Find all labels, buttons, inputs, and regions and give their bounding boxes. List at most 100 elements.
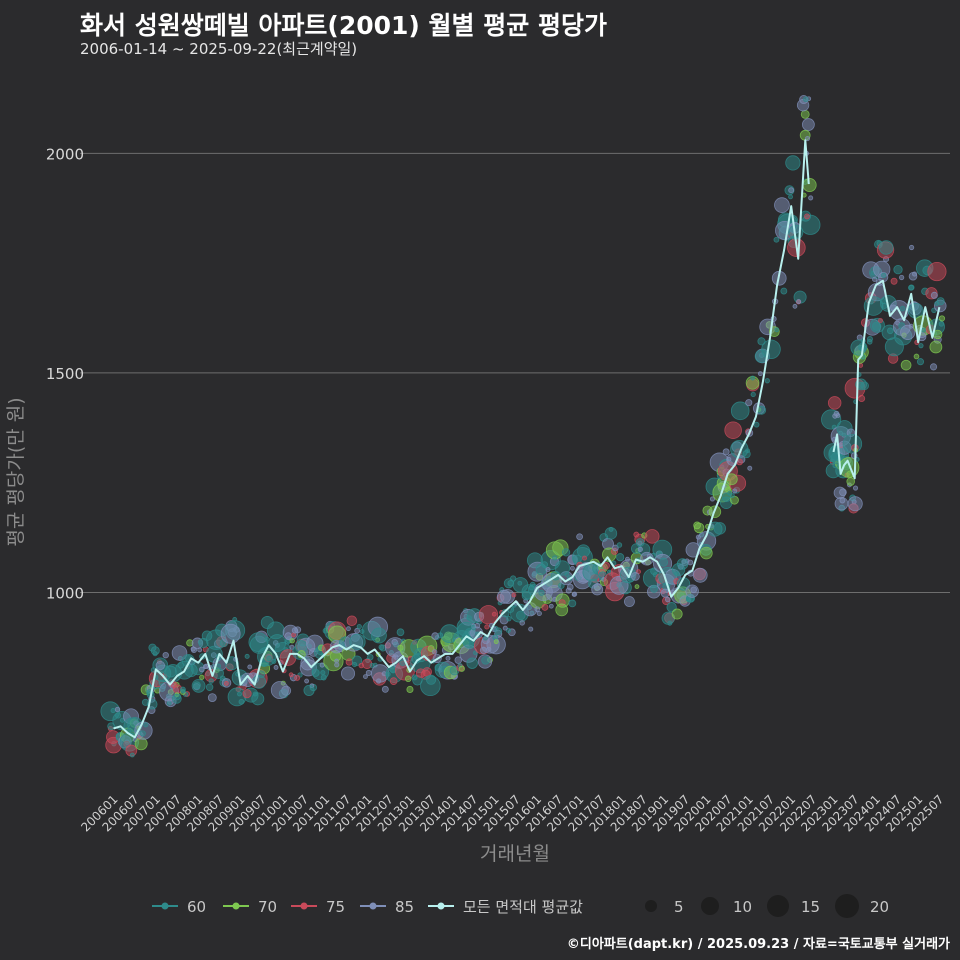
scatter-point-85	[722, 448, 730, 456]
scatter-point-85	[912, 271, 918, 277]
scatter-point-85	[909, 244, 915, 251]
scatter-point-85	[834, 496, 849, 511]
scatter-point-60	[674, 571, 680, 577]
scatter-point-60	[554, 560, 571, 576]
scatter-point-85	[774, 197, 790, 213]
scatter-point-60	[371, 627, 387, 644]
scatter-point-85	[930, 291, 938, 299]
scatter-point-75	[291, 632, 297, 638]
scatter-point-75	[491, 611, 497, 617]
scatter-point-70	[406, 685, 414, 693]
y-tick-labels: 1000 1500 2000	[46, 145, 84, 602]
scatter-point-60	[320, 674, 327, 681]
scatter-point-60	[166, 700, 172, 706]
scatter-point-60	[893, 265, 903, 275]
scatter-point-70	[634, 584, 640, 590]
x-tick-labels: 2006012006072007012007072008012008072009…	[78, 792, 946, 834]
scatter-point-60	[730, 401, 750, 421]
scatter-point-60	[921, 327, 926, 333]
scatter-point-85	[839, 488, 847, 497]
scatter-point-75	[878, 318, 883, 323]
scatter-point-60	[232, 617, 238, 622]
size-legend-circle	[645, 900, 657, 912]
scatter-point-75	[345, 658, 353, 666]
scatter-point-60	[713, 522, 727, 535]
scatter-point-85	[365, 669, 372, 676]
scatter-point-60	[608, 526, 614, 532]
legend-dot	[300, 902, 308, 910]
scatter-point-85	[114, 706, 121, 713]
size-legend-label: 15	[801, 898, 820, 916]
scatter-point-85	[929, 363, 938, 371]
scatter-point-60	[934, 301, 940, 306]
scatter-point-75	[288, 672, 294, 678]
scatter-point-70	[289, 638, 295, 644]
scatter-point-70	[900, 359, 912, 371]
scatter-point-60	[425, 674, 437, 685]
scatter-point-60	[881, 272, 887, 278]
scatter-point-60	[208, 678, 214, 684]
size-legend-label: 10	[733, 898, 752, 916]
scatter-point-75	[346, 615, 358, 627]
scatter-point-85	[801, 118, 815, 131]
scatter-point-75	[223, 681, 229, 686]
scatter-point-70	[199, 674, 205, 680]
legend: 60 70 75 85 모든 면적대 평균값 5 10 15 20	[152, 894, 889, 918]
scatter-point-60	[750, 375, 756, 381]
scatter-point-85	[534, 606, 541, 612]
scatter-point-60	[916, 358, 925, 366]
scatter-point-60	[303, 684, 315, 696]
scatter-point-85	[908, 323, 914, 329]
scatter-point-60	[938, 321, 945, 327]
legend-label-3: 75	[326, 898, 345, 916]
scatter-point-85	[207, 693, 217, 703]
scatter-point-60	[466, 657, 478, 669]
scatter-point-85	[548, 603, 554, 609]
scatter-point-70	[693, 522, 705, 534]
scatter-point-85	[273, 665, 279, 670]
scatter-point-60	[143, 722, 149, 728]
scatter-point-75	[478, 605, 499, 625]
scatter-point-85	[381, 685, 389, 693]
y-axis-label: 평균 평당가(만 원)	[5, 397, 27, 546]
average-line-group	[113, 139, 941, 739]
scatter-point-85	[664, 596, 671, 603]
scatter-point-60	[780, 287, 788, 295]
scatter-point-85	[566, 583, 574, 591]
scatter-point-85	[687, 559, 694, 566]
scatter-point-60	[568, 599, 577, 608]
scatter-point-60	[750, 391, 756, 398]
size-legend-label: 20	[870, 898, 889, 916]
scatter-point-60	[492, 634, 499, 641]
scatter-point-60	[248, 632, 269, 653]
scatter-point-85	[808, 195, 814, 201]
scatter-point-85	[431, 632, 439, 640]
scatter-point-60	[753, 421, 760, 428]
scatter-point-85	[155, 660, 165, 671]
scatter-point-70	[802, 178, 817, 193]
scatter-point-60	[411, 674, 418, 681]
scatter-point-60	[481, 655, 490, 665]
legend-dot	[232, 902, 240, 910]
scatter-point-85	[623, 596, 635, 607]
scatter-point-85	[346, 626, 351, 632]
legend-dot	[161, 902, 169, 910]
scatter-point-60	[320, 670, 326, 676]
scatter-point-85	[690, 586, 698, 594]
scatter-point-75	[582, 555, 587, 561]
scatter-point-60	[179, 686, 186, 693]
scatter-point-60	[227, 687, 247, 707]
scatter-point-85	[757, 371, 763, 377]
scatter-point-60	[774, 327, 780, 333]
scatter-point-85	[220, 623, 241, 644]
legend-label-4: 85	[395, 898, 414, 916]
y-tick-label: 2000	[46, 145, 84, 163]
scatter-point-70	[555, 603, 569, 617]
scatter-point-75	[294, 674, 301, 681]
scatter-point-70	[404, 675, 412, 683]
scatter-point-60	[129, 752, 135, 758]
footer-credit: ©디아파트(dapt.kr) / 2025.09.23 / 자료=국토교통부 실…	[566, 937, 950, 952]
scatter-point-85	[709, 496, 716, 502]
scatter-points	[100, 94, 947, 758]
scatter-point-85	[198, 666, 205, 673]
